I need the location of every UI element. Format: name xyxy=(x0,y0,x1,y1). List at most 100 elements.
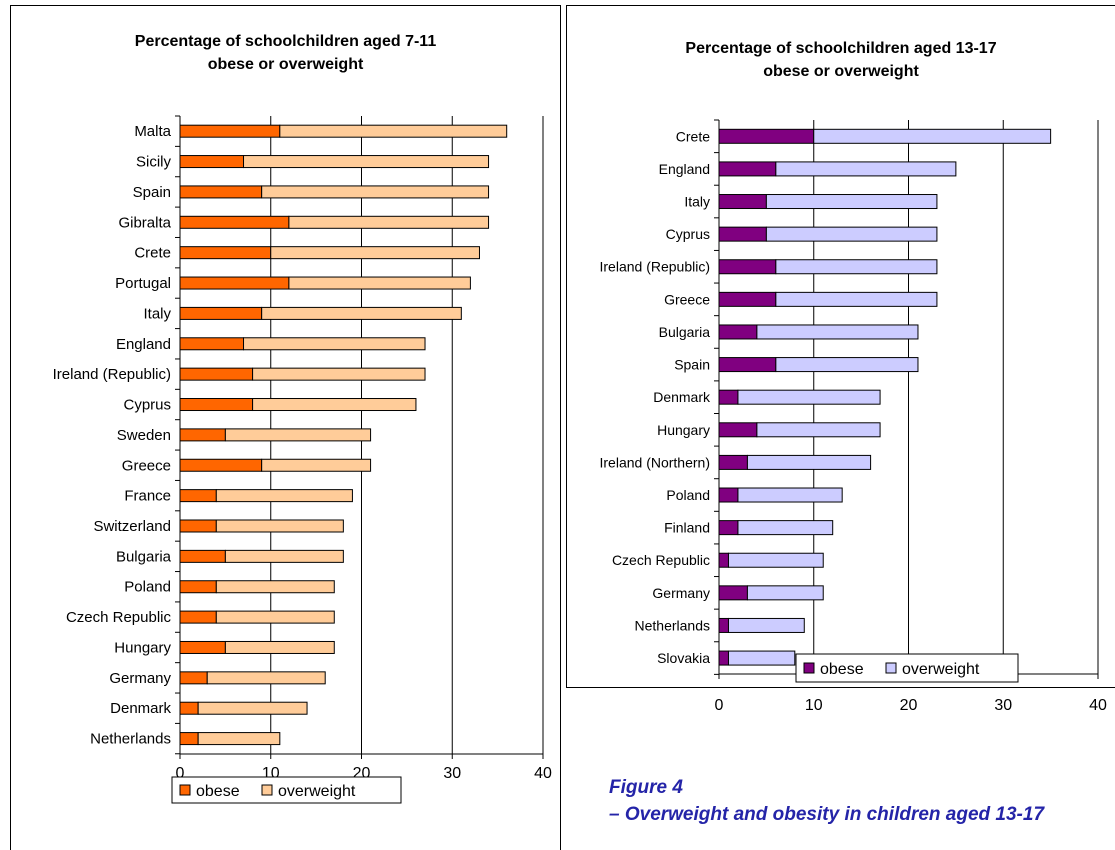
bar-obese xyxy=(179,701,199,715)
bar-overweight xyxy=(727,552,824,568)
category-label: Switzerland xyxy=(93,518,171,535)
chart-left: Malta Sicily Spain Gibralta Crete Portugal Ita… xyxy=(53,115,552,804)
bar-obese xyxy=(179,580,217,594)
bar-overweight xyxy=(252,398,417,412)
x-tick-label: 30 xyxy=(443,765,461,782)
category-label: Bulgaria xyxy=(116,548,172,565)
category-label: Crete xyxy=(676,128,710,144)
legend-label-overweight: overweight xyxy=(902,661,980,678)
bar-overweight xyxy=(261,185,490,199)
bar-obese xyxy=(718,226,767,242)
bar-obese xyxy=(179,246,272,260)
bar-overweight xyxy=(737,389,881,405)
x-tick-label: 0 xyxy=(715,697,724,714)
bar-obese xyxy=(718,291,777,307)
category-label: Denmark xyxy=(653,389,711,405)
category-label: Finland xyxy=(664,520,710,536)
category-label: Sicily xyxy=(136,154,172,171)
bar-overweight xyxy=(813,128,1052,144)
category-label: Poland xyxy=(124,579,171,596)
figure-caption-text: – Overweight and obesity in children age… xyxy=(609,804,1045,825)
category-label: Denmark xyxy=(110,700,171,717)
bar-obese xyxy=(179,458,263,472)
bar-obese xyxy=(179,155,245,169)
category-label: Malta xyxy=(134,123,171,140)
category-label: Ireland (Republic) xyxy=(53,366,171,383)
figure-label: Figure 4 xyxy=(609,777,683,798)
bar-overweight xyxy=(224,549,344,563)
bar-overweight xyxy=(746,585,824,601)
bar-overweight xyxy=(197,732,281,746)
bar-obese xyxy=(718,650,729,666)
category-label: Netherlands xyxy=(635,617,711,633)
bar-obese xyxy=(718,617,729,633)
category-label: Italy xyxy=(684,194,710,210)
legend-label-obese: obese xyxy=(820,661,864,678)
category-label: Ireland (Republic) xyxy=(600,259,711,275)
category-label: Greece xyxy=(664,291,710,307)
bar-overweight xyxy=(775,291,938,307)
bar-overweight xyxy=(765,194,938,210)
bar-overweight xyxy=(775,357,919,373)
bar-obese xyxy=(179,428,226,442)
bar-obese xyxy=(179,549,226,563)
bar-obese xyxy=(718,324,758,340)
legend-swatch-obese xyxy=(803,662,815,674)
legend-label-obese: obese xyxy=(196,783,240,800)
legend-swatch-obese xyxy=(179,784,191,796)
category-label: Bulgaria xyxy=(659,324,711,340)
category-label: Gibralta xyxy=(118,214,171,231)
category-label: Greece xyxy=(122,457,171,474)
category-label: Hungary xyxy=(114,639,171,656)
legend-swatch-overweight xyxy=(885,662,897,674)
category-label: England xyxy=(116,336,171,353)
bar-overweight xyxy=(756,324,919,340)
bar-obese xyxy=(179,519,217,533)
bar-obese xyxy=(718,454,748,470)
bar-obese xyxy=(179,337,245,351)
bar-obese xyxy=(179,367,254,381)
bar-overweight xyxy=(197,701,308,715)
bar-overweight xyxy=(224,640,335,654)
bar-obese xyxy=(718,422,758,438)
bar-overweight xyxy=(765,226,938,242)
category-label: Hungary xyxy=(657,422,710,438)
legend-box xyxy=(171,776,402,804)
bar-obese xyxy=(179,610,217,624)
chart-title: Percentage of schoolchildren aged 13-17 … xyxy=(685,40,997,80)
bar-obese xyxy=(179,306,263,320)
bar-obese xyxy=(718,357,777,373)
category-label: Germany xyxy=(652,585,710,601)
x-tick-label: 40 xyxy=(1089,697,1107,714)
bar-obese xyxy=(179,732,199,746)
bar-obese xyxy=(718,520,739,536)
bar-overweight xyxy=(737,487,843,503)
category-label: Cyprus xyxy=(123,397,171,414)
category-label: Czech Republic xyxy=(66,609,172,626)
bar-overweight xyxy=(224,428,372,442)
bar-obese xyxy=(179,215,290,229)
bar-overweight xyxy=(270,246,480,260)
bar-overweight xyxy=(215,519,344,533)
category-label: Czech Republic xyxy=(612,552,710,568)
bar-obese xyxy=(718,161,777,177)
legend: obese overweight xyxy=(795,653,1019,683)
bar-obese xyxy=(179,276,290,290)
bar-obese xyxy=(179,398,254,412)
category-label: Spain xyxy=(674,357,710,373)
chart-title: Percentage of schoolchildren aged 7-11 o… xyxy=(134,33,437,73)
bar-overweight xyxy=(215,580,335,594)
bar-overweight xyxy=(727,617,805,633)
chart-right: Crete England Italy Cyprus Ireland (Republic… xyxy=(600,119,1107,714)
bar-overweight xyxy=(756,422,881,438)
bar-obese xyxy=(718,194,767,210)
bar-obese xyxy=(179,640,226,654)
category-label: Portugal xyxy=(115,275,171,292)
bar-obese xyxy=(718,487,739,503)
category-label: Poland xyxy=(666,487,710,503)
bar-overweight xyxy=(261,458,372,472)
bar-overweight xyxy=(215,489,353,503)
bar-obese xyxy=(179,671,208,685)
category-label: Sweden xyxy=(117,427,171,444)
bar-overweight xyxy=(775,259,938,275)
